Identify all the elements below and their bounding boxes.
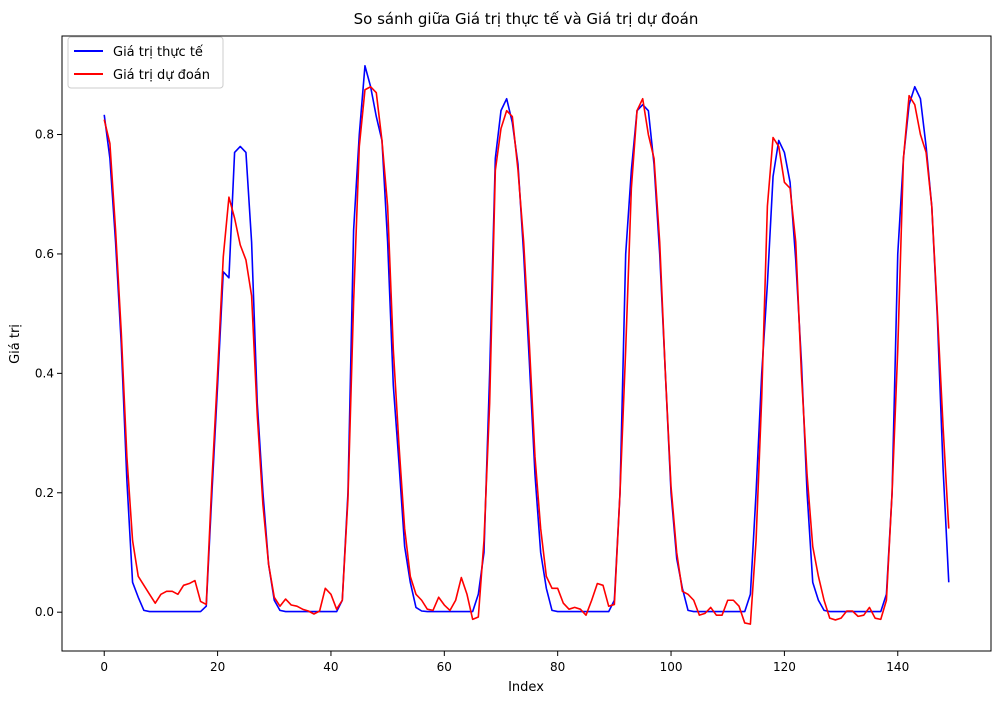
x-tick-label: 20 <box>210 660 225 674</box>
y-axis-ticks: 0.0 0.2 0.4 0.6 0.8 <box>35 128 62 619</box>
x-tick-label: 100 <box>660 660 683 674</box>
x-tick-label: 0 <box>100 660 108 674</box>
y-tick-label: 0.8 <box>35 128 54 142</box>
legend-label-predicted: Giá trị dự đoán <box>113 68 210 83</box>
x-tick-label: 120 <box>773 660 796 674</box>
series-lines <box>103 65 950 625</box>
x-tick-label: 80 <box>550 660 565 674</box>
x-tick-label: 60 <box>437 660 452 674</box>
legend-box <box>67 36 224 89</box>
x-tick-label: 40 <box>323 660 338 674</box>
series-line-predicted <box>103 85 950 625</box>
x-axis-label: Index <box>508 680 544 695</box>
series-line-actual <box>103 65 950 613</box>
y-tick-label: 0.4 <box>35 366 54 380</box>
x-axis-ticks: 0 20 40 60 80 100 120 140 <box>100 651 909 674</box>
chart-title: So sánh giữa Giá trị thực tế và Giá trị … <box>354 10 699 28</box>
legend-label-actual: Giá trị thực tế <box>113 45 203 60</box>
y-tick-label: 0.6 <box>35 247 54 261</box>
plot-frame <box>61 35 992 652</box>
y-tick-label: 0.0 <box>35 605 54 619</box>
y-axis-label: Giá trị <box>8 324 23 364</box>
plot-area <box>62 36 991 651</box>
x-tick-label: 140 <box>886 660 909 674</box>
y-tick-label: 0.2 <box>35 486 54 500</box>
legend: Giá trị thực tế Giá trị dự đoán <box>67 36 224 89</box>
